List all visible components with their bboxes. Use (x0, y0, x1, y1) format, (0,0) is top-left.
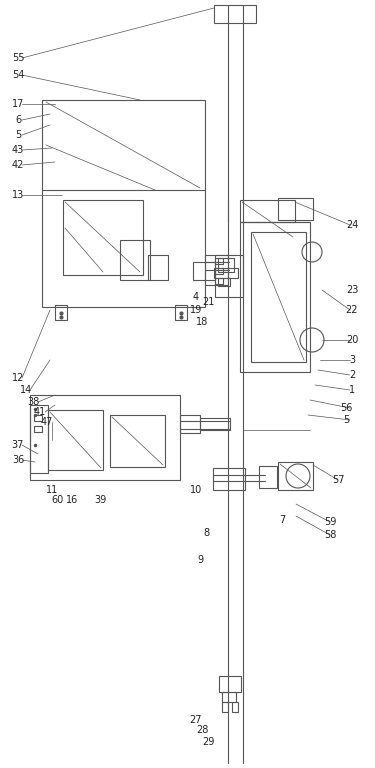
Text: 7: 7 (279, 515, 285, 525)
Bar (30, 395, 180, 480)
Bar (278, 198, 313, 220)
Text: 14: 14 (20, 385, 32, 395)
Text: 29: 29 (202, 737, 214, 747)
Bar (251, 232, 306, 362)
Text: 39: 39 (94, 495, 106, 505)
Text: 20: 20 (346, 335, 358, 345)
Text: 1: 1 (349, 385, 355, 395)
Text: 21: 21 (202, 297, 214, 307)
Text: 57: 57 (332, 475, 344, 485)
Bar (200, 418, 230, 430)
Text: 17: 17 (12, 99, 24, 109)
Bar (42, 100, 205, 307)
Text: 13: 13 (12, 190, 24, 200)
Text: 42: 42 (12, 160, 24, 170)
Text: 19: 19 (190, 305, 202, 315)
Text: 55: 55 (12, 53, 24, 63)
Text: 41: 41 (34, 407, 46, 417)
Bar (218, 258, 234, 272)
Text: 10: 10 (190, 485, 202, 495)
Bar (34, 426, 42, 432)
Text: 37: 37 (12, 440, 24, 450)
Text: 16: 16 (66, 495, 78, 505)
Bar (48, 410, 103, 470)
Text: 36: 36 (12, 455, 24, 465)
Bar (215, 268, 223, 274)
Bar (110, 415, 165, 467)
Text: 11: 11 (46, 485, 58, 495)
Bar (213, 468, 245, 490)
Text: 12: 12 (12, 373, 24, 383)
Bar (278, 462, 313, 490)
Text: 9: 9 (197, 555, 203, 565)
Text: 24: 24 (346, 220, 358, 230)
Text: 4: 4 (193, 292, 199, 302)
Text: 18: 18 (196, 317, 208, 327)
Bar (222, 692, 236, 702)
Bar (120, 240, 150, 280)
Bar (240, 200, 295, 222)
Bar (30, 405, 48, 473)
Bar (218, 278, 230, 286)
Text: 58: 58 (324, 530, 336, 540)
Bar (193, 262, 215, 280)
Bar (259, 466, 277, 488)
Text: 54: 54 (12, 70, 24, 80)
Text: 59: 59 (324, 517, 336, 527)
Bar (232, 702, 238, 712)
Text: 47: 47 (41, 417, 53, 427)
Text: 43: 43 (12, 145, 24, 155)
Bar (240, 222, 310, 372)
Text: 38: 38 (27, 397, 39, 407)
Bar (215, 258, 223, 264)
Bar (180, 415, 200, 433)
Bar (148, 255, 168, 280)
Bar (219, 676, 241, 692)
Bar (214, 268, 238, 278)
Text: 8: 8 (203, 528, 209, 538)
Bar (175, 305, 187, 320)
Text: 5: 5 (343, 415, 349, 425)
Bar (63, 200, 143, 275)
Text: 2: 2 (349, 370, 355, 380)
Bar (214, 5, 256, 23)
Text: 22: 22 (346, 305, 358, 315)
Bar (34, 415, 42, 421)
Bar (215, 278, 223, 284)
Text: 60: 60 (52, 495, 64, 505)
Text: 23: 23 (346, 285, 358, 295)
Text: 56: 56 (340, 403, 352, 413)
Bar (205, 255, 228, 285)
Bar (215, 255, 243, 297)
Text: 28: 28 (196, 725, 208, 735)
Text: 6: 6 (15, 115, 21, 125)
Text: 27: 27 (190, 715, 202, 725)
Text: 3: 3 (349, 355, 355, 365)
Bar (55, 305, 67, 320)
Text: 5: 5 (15, 130, 21, 140)
Bar (222, 702, 228, 712)
